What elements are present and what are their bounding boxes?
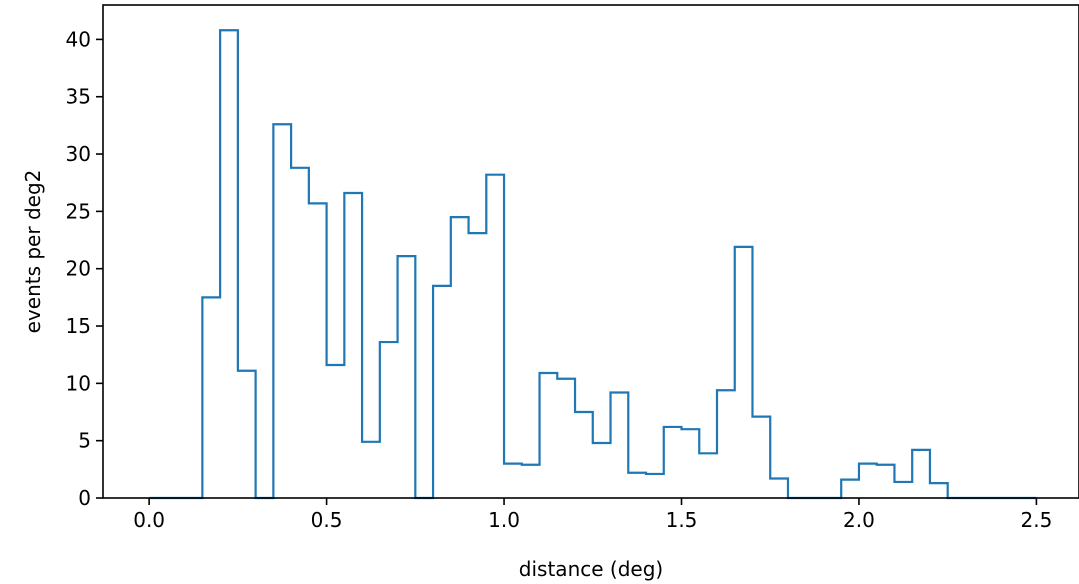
y-tick-label: 15 <box>66 314 91 338</box>
y-tick-label: 5 <box>78 429 91 453</box>
x-tick-label: 1.5 <box>666 508 698 532</box>
x-tick-label: 2.0 <box>843 508 875 532</box>
y-tick-label: 10 <box>66 371 91 395</box>
y-tick-label: 35 <box>66 85 91 109</box>
x-axis-ticks: 0.0 0.5 1.0 1.5 2.0 2.5 <box>133 498 1052 532</box>
y-axis-ticks: 0 5 10 15 20 25 30 35 40 <box>66 27 103 510</box>
x-tick-label: 2.5 <box>1021 508 1053 532</box>
y-tick-label: 30 <box>66 142 91 166</box>
x-tick-label: 0.5 <box>311 508 343 532</box>
y-tick-label: 0 <box>78 486 91 510</box>
x-axis-label: distance (deg) <box>519 557 663 581</box>
x-tick-label: 1.0 <box>488 508 520 532</box>
y-tick-label: 20 <box>66 257 91 281</box>
y-tick-label: 25 <box>66 199 91 223</box>
x-tick-label: 0.0 <box>133 508 165 532</box>
plot-frame <box>102 4 1079 499</box>
y-axis-label: events per deg2 <box>21 170 45 334</box>
histogram-step-line <box>149 29 1037 500</box>
y-tick-label: 40 <box>66 27 91 51</box>
